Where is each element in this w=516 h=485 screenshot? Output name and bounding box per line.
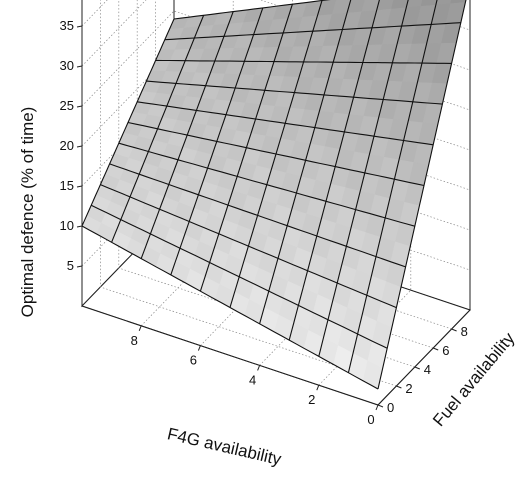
surface-mesh-line xyxy=(146,80,443,105)
y-tick-mark xyxy=(396,385,402,389)
surface-mesh-line xyxy=(164,22,461,41)
y-gridline xyxy=(100,0,397,387)
surface-mesh-line xyxy=(100,184,397,309)
front-edge-y xyxy=(377,309,471,406)
z-tick-mark xyxy=(76,225,83,228)
z-tick-mark xyxy=(76,185,83,188)
z-tick-mark xyxy=(76,145,83,148)
x-tick-label: 2 xyxy=(308,392,315,407)
tick-labels: 5101520253035400246802468 xyxy=(60,18,468,427)
surface-mesh-line xyxy=(127,121,425,187)
x-tick-label: 6 xyxy=(190,353,197,368)
surface-mesh-line xyxy=(118,142,415,227)
y-tick-label: 8 xyxy=(461,324,468,339)
z-axis-label: Optimal defence (% of time) xyxy=(18,107,37,318)
x-tick-mark xyxy=(138,325,142,331)
x-tick-mark xyxy=(197,345,201,351)
y-tick-mark xyxy=(451,328,457,332)
y-tick-mark xyxy=(414,366,420,370)
surface-mesh-line xyxy=(137,101,434,146)
z-tick-mark xyxy=(76,105,83,108)
z-tick-mark xyxy=(76,265,83,268)
x-tick-label: 4 xyxy=(249,372,256,387)
z-tick-label: 20 xyxy=(60,138,74,153)
x-tick-mark xyxy=(316,385,320,391)
x-tick-mark xyxy=(375,404,379,411)
z-tick-mark xyxy=(76,65,83,68)
y-gridline xyxy=(118,0,415,368)
x-axis-label: F4G availability xyxy=(165,424,283,469)
surface-mesh-line xyxy=(90,204,388,349)
x-tick-label: 8 xyxy=(131,333,138,348)
x-tick-mark xyxy=(257,365,261,371)
front-edge-x xyxy=(81,305,379,406)
z-tick-label: 15 xyxy=(60,178,74,193)
y-tick-mark xyxy=(377,404,384,408)
z-tick-label: 30 xyxy=(60,58,74,73)
z-tick-label: 10 xyxy=(60,218,74,233)
y-tick-mark xyxy=(433,347,439,351)
surface-mesh-line xyxy=(109,163,406,268)
x-tick-label: 0 xyxy=(367,412,374,427)
y-tick-label: 2 xyxy=(405,381,412,396)
y-tick-label: 0 xyxy=(387,400,394,415)
surface-plot xyxy=(81,0,471,406)
surface-mesh-line xyxy=(81,225,379,390)
z-tick-label: 25 xyxy=(60,98,74,113)
y-tick-label: 6 xyxy=(442,343,449,358)
z-tick-label: 35 xyxy=(60,18,74,33)
z-tick-label: 5 xyxy=(67,258,74,273)
surface-mesh-line xyxy=(155,59,452,64)
surface-mesh-line xyxy=(173,0,331,20)
z-tick-mark xyxy=(76,25,83,28)
y-tick-label: 4 xyxy=(424,362,431,377)
